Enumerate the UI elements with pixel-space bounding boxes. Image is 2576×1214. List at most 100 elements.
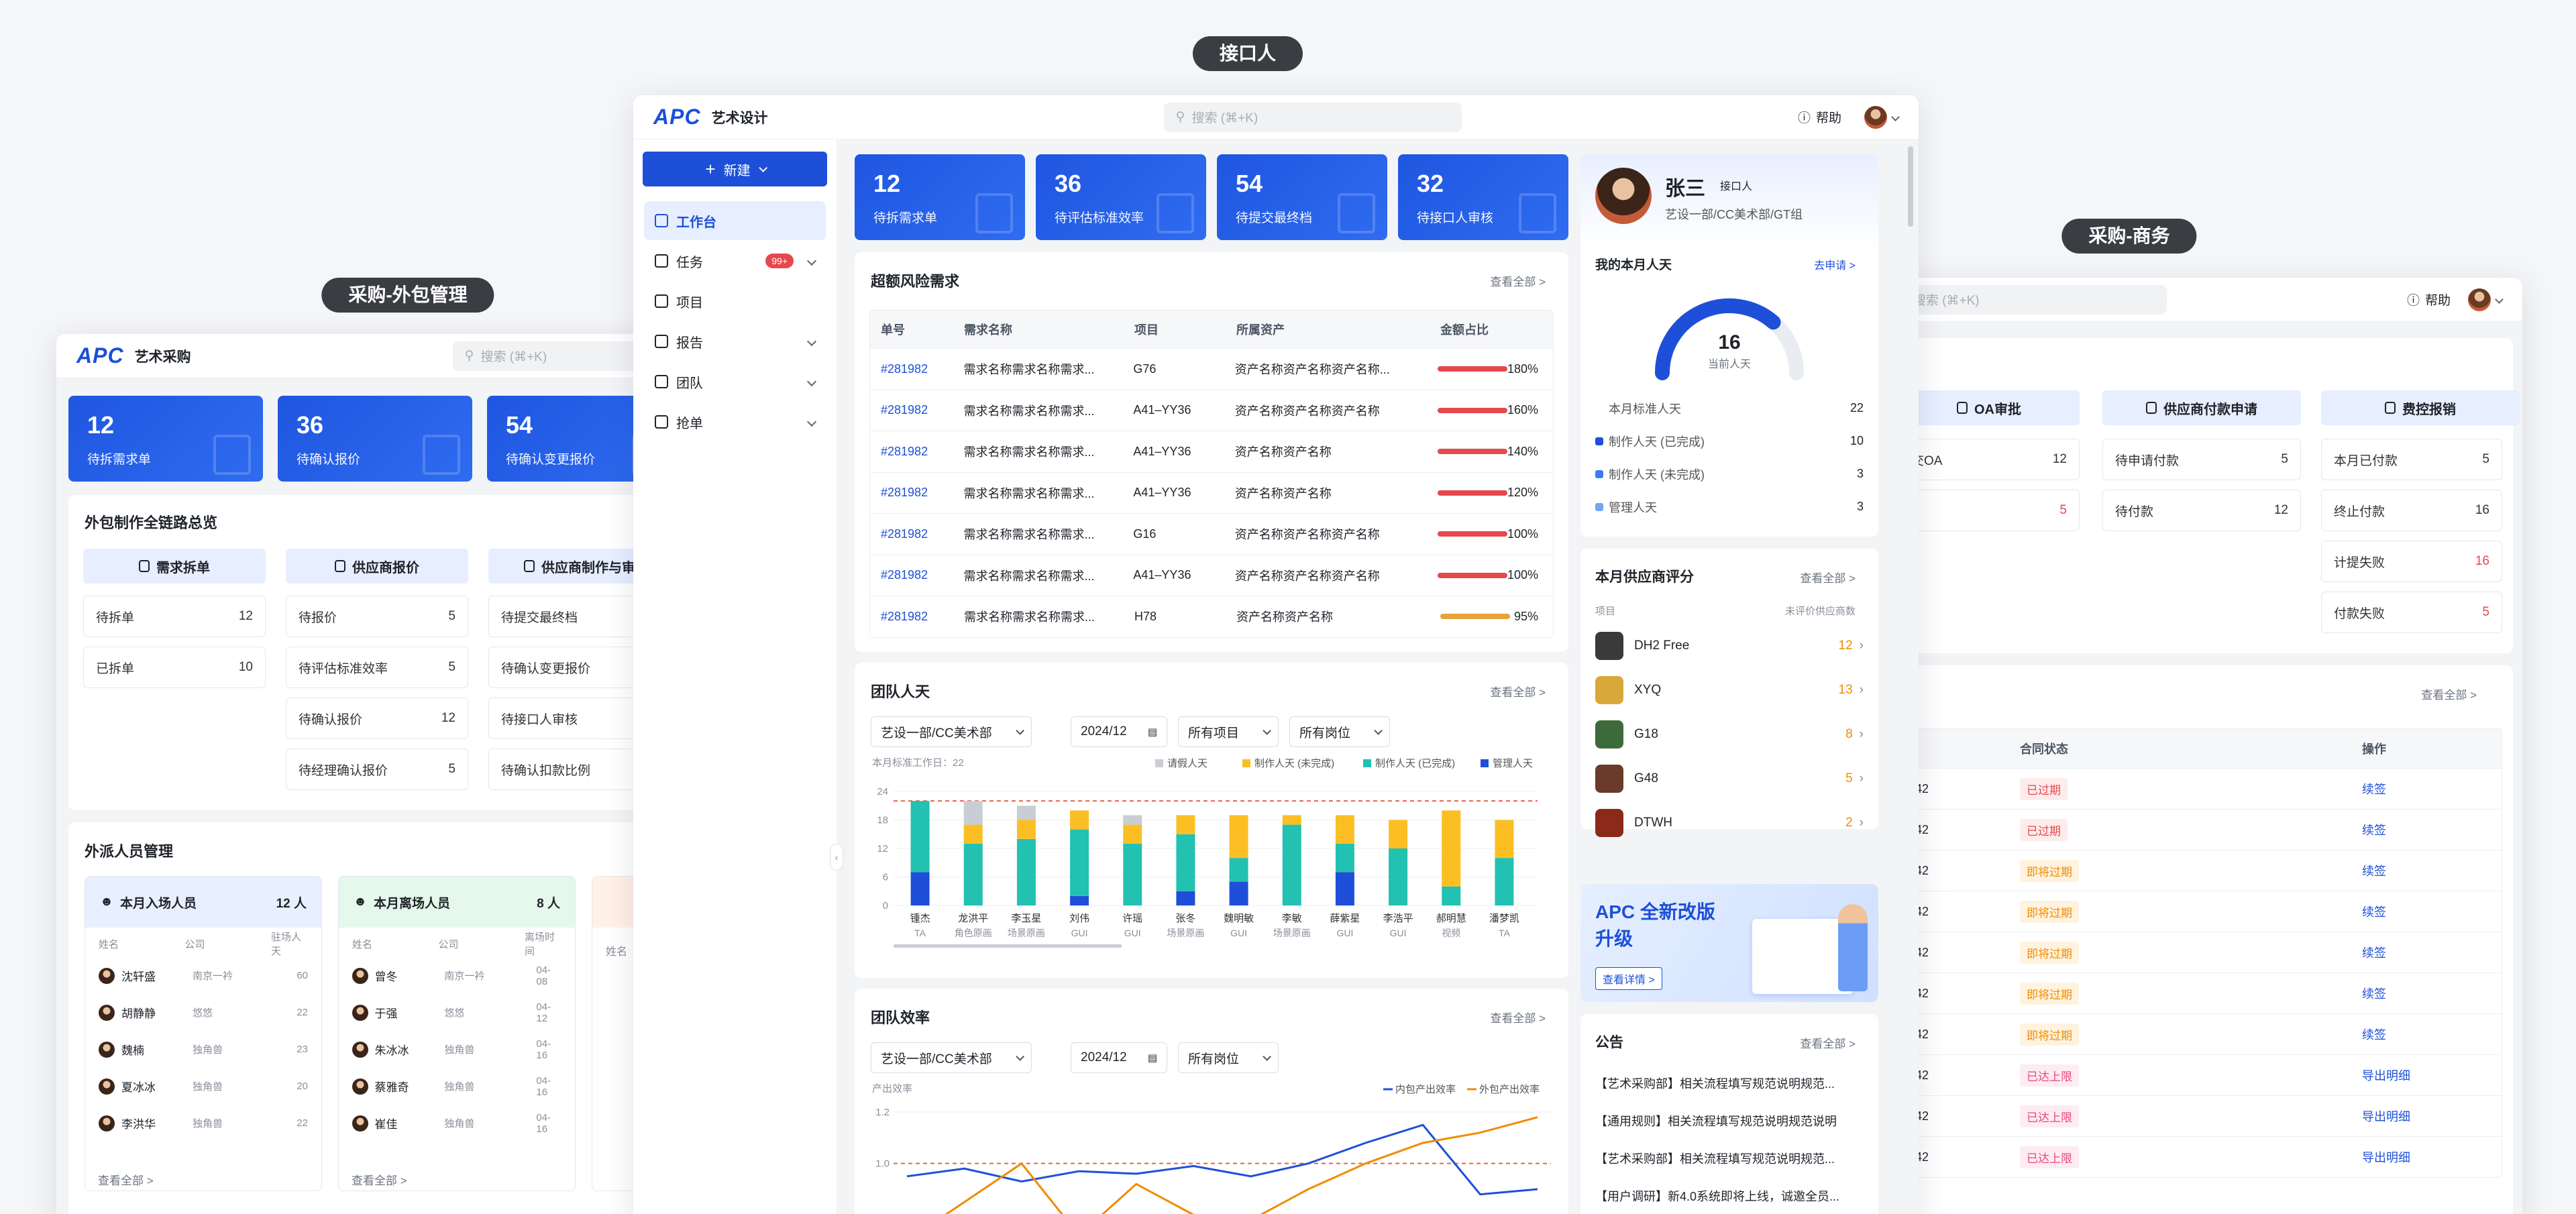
project-select[interactable]: 所有项目	[1178, 716, 1279, 747]
table-row[interactable]: 333542已达上限导出明细	[1886, 1095, 2502, 1136]
notice-item[interactable]: 【艺术采购部】相关流程填写规范说明规范...	[1595, 1077, 1835, 1091]
order-link[interactable]: #281982	[881, 486, 928, 500]
order-link[interactable]: #281982	[881, 609, 928, 623]
banner-button[interactable]: 查看详情 >	[1595, 967, 1662, 990]
table-row[interactable]: 333542即将过期续签	[1886, 1013, 2502, 1054]
search-box[interactable]: ⚲ 搜索 (⌘+K)	[1885, 284, 2167, 315]
pay-item[interactable]: 5	[1898, 490, 2080, 531]
stat-card-2[interactable]: 54 待提交最终档	[1217, 154, 1387, 240]
avatar[interactable]	[2468, 288, 2491, 311]
dept-select[interactable]: 艺设一部/CC美术部	[871, 1042, 1032, 1073]
scrollbar[interactable]	[1908, 146, 1913, 227]
chevron-down-icon[interactable]	[1891, 113, 1900, 121]
month-select[interactable]: 2024/12 ▤	[1071, 1042, 1167, 1073]
table-row[interactable]: 333542已达上限导出明细	[1886, 1054, 2502, 1095]
tab-oa[interactable]: OA审批	[1898, 390, 2080, 425]
order-link[interactable]: #281982	[881, 444, 928, 458]
nav-grab[interactable]: 抢单	[644, 402, 826, 441]
action-link[interactable]: 续签	[2362, 905, 2386, 919]
pay-item[interactable]: 待付款 12	[2102, 490, 2301, 531]
help-link[interactable]: ⓘ 帮助	[1798, 108, 1841, 126]
search-box[interactable]: ⚲ 搜索 (⌘+K)	[452, 341, 667, 371]
notice-more[interactable]: 查看全部 >	[1800, 1038, 1856, 1050]
table-row[interactable]: 朱冰冰 独角兽 04-16	[352, 1031, 561, 1068]
pay-item[interactable]: 付款失败 5	[2321, 592, 2502, 633]
table-row[interactable]: #281982 需求名称需求名称需求... H78 资产名称资产名称 95%	[870, 596, 1553, 637]
nav-workbench[interactable]: 工作台	[644, 201, 826, 240]
nav-team[interactable]: 团队	[644, 362, 826, 401]
pay-item[interactable]: 交OA 12	[1898, 439, 2080, 480]
stat-card-1[interactable]: 36 待确认报价	[278, 396, 472, 482]
role-select[interactable]: 所有岗位	[1178, 1042, 1279, 1073]
table-row[interactable]: 魏楠 独角兽 23	[99, 1031, 308, 1068]
table-row[interactable]: 曾冬 南京一衿 04-08	[352, 957, 561, 994]
action-link[interactable]: 续签	[2362, 946, 2386, 960]
team-days-more[interactable]: 查看全部 >	[1490, 686, 1546, 699]
chevron-down-icon[interactable]	[2495, 295, 2504, 304]
order-link[interactable]: #281982	[881, 403, 928, 417]
apply-link[interactable]: 去申请 >	[1814, 260, 1856, 272]
step-split[interactable]: 需求拆单	[83, 549, 266, 584]
risk-more[interactable]: 查看全部 >	[1490, 276, 1546, 288]
table-row[interactable]: #281982 需求名称需求名称需求... A41–YY36 资产名称资产名称 140%	[870, 431, 1553, 472]
supplier-row[interactable]: DH2 Free 12 ›	[1595, 624, 1864, 668]
stat-card-0[interactable]: 12 待拆需求单	[68, 396, 263, 482]
table-row[interactable]: 沈轩盛 南京一衿 60	[99, 957, 308, 994]
table-row[interactable]: 333542已达上限导出明细	[1886, 1136, 2502, 1177]
help-link[interactable]: ⓘ 帮助	[2407, 290, 2451, 309]
new-button[interactable]: + 新建	[643, 152, 827, 186]
action-link[interactable]: 续签	[2362, 824, 2386, 837]
table-row[interactable]: 333542即将过期续签	[1886, 932, 2502, 973]
table-row[interactable]: 333542即将过期续签	[1886, 891, 2502, 932]
tab-supplier-pay[interactable]: 供应商付款申请	[2102, 390, 2301, 425]
pay-item[interactable]: 待申请付款 5	[2102, 439, 2301, 480]
month-select[interactable]: 2024/12 ▤	[1071, 716, 1167, 747]
action-link[interactable]: 续签	[2362, 987, 2386, 1001]
action-link[interactable]: 续签	[2362, 783, 2386, 796]
table-row[interactable]: #281982 需求名称需求名称需求... A41–YY36 资产名称资产名称 120%	[870, 472, 1553, 514]
search-box[interactable]: ⚲ 搜索 (⌘+K)	[1163, 102, 1462, 132]
flow-item[interactable]: 待评估标准效率 5	[286, 647, 468, 688]
supplier-more[interactable]: 查看全部 >	[1800, 572, 1856, 585]
notice-item[interactable]: 【通用规则】相关流程填写规范说明规范说明	[1595, 1115, 1837, 1128]
dept-select[interactable]: 艺设一部/CC美术部	[871, 716, 1032, 747]
order-link[interactable]: #281982	[881, 568, 928, 582]
table-row[interactable]: 李洪华 独角兽 22	[99, 1105, 308, 1142]
nav-projects[interactable]: 项目	[644, 282, 826, 321]
order-link[interactable]: #281982	[881, 362, 928, 376]
team-eff-more[interactable]: 查看全部 >	[1490, 1012, 1546, 1025]
table-row[interactable]: 崔佳 独角兽 04-16	[352, 1105, 561, 1142]
supplier-row[interactable]: XYQ 13 ›	[1595, 668, 1864, 712]
sidebar-collapse-handle[interactable]: ‹	[830, 844, 843, 871]
contract-more[interactable]: 查看全部 >	[2421, 689, 2477, 702]
stat-card-1[interactable]: 36 待评估标准效率	[1036, 154, 1206, 240]
step-quote[interactable]: 供应商报价	[286, 549, 468, 584]
flow-item[interactable]: 待确认报价 12	[286, 698, 468, 739]
table-row[interactable]: 333542已过期续签	[1886, 809, 2502, 850]
nav-reports[interactable]: 报告	[644, 322, 826, 361]
pay-item[interactable]: 计提失败 16	[2321, 541, 2502, 582]
staff-out-more[interactable]: 查看全部 >	[352, 1174, 407, 1187]
supplier-row[interactable]: G48 5 ›	[1595, 757, 1864, 801]
table-row[interactable]: 夏冰冰 独角兽 20	[99, 1068, 308, 1105]
action-link[interactable]: 续签	[2362, 865, 2386, 878]
pay-item[interactable]: 本月已付款 5	[2321, 439, 2502, 480]
supplier-row[interactable]: DTWH 2 ›	[1595, 801, 1864, 845]
notice-item[interactable]: 【艺术采购部】相关流程填写规范说明规范...	[1595, 1152, 1835, 1166]
table-row[interactable]: 蔡雅奇 独角兽 04-16	[352, 1068, 561, 1105]
table-row[interactable]: #281982 需求名称需求名称需求... G76 资产名称资产名称资产名称... 18…	[870, 348, 1553, 390]
flow-item[interactable]: 待报价 5	[286, 596, 468, 637]
avatar[interactable]	[1864, 105, 1887, 129]
action-link[interactable]: 续签	[2362, 1028, 2386, 1042]
table-row[interactable]: #281982 需求名称需求名称需求... A41–YY36 资产名称资产名称资产名称…	[870, 389, 1553, 431]
upgrade-banner[interactable]: APC 全新改版升级 查看详情 >	[1580, 884, 1878, 1002]
action-link[interactable]: 导出明细	[2362, 1069, 2410, 1083]
stat-card-0[interactable]: 12 待拆需求单	[855, 154, 1025, 240]
table-row[interactable]: 333542即将过期续签	[1886, 973, 2502, 1013]
notice-item[interactable]: 【用户调研】新4.0系统即将上线，诚邀全员...	[1595, 1190, 1840, 1203]
pay-item[interactable]: 终止付款 16	[2321, 490, 2502, 531]
table-row[interactable]: 333542即将过期续签	[1886, 850, 2502, 891]
flow-item[interactable]: 待经理确认报价 5	[286, 749, 468, 790]
staff-in-more[interactable]: 查看全部 >	[98, 1174, 154, 1187]
stat-card-3[interactable]: 32 待接口人审核	[1398, 154, 1568, 240]
